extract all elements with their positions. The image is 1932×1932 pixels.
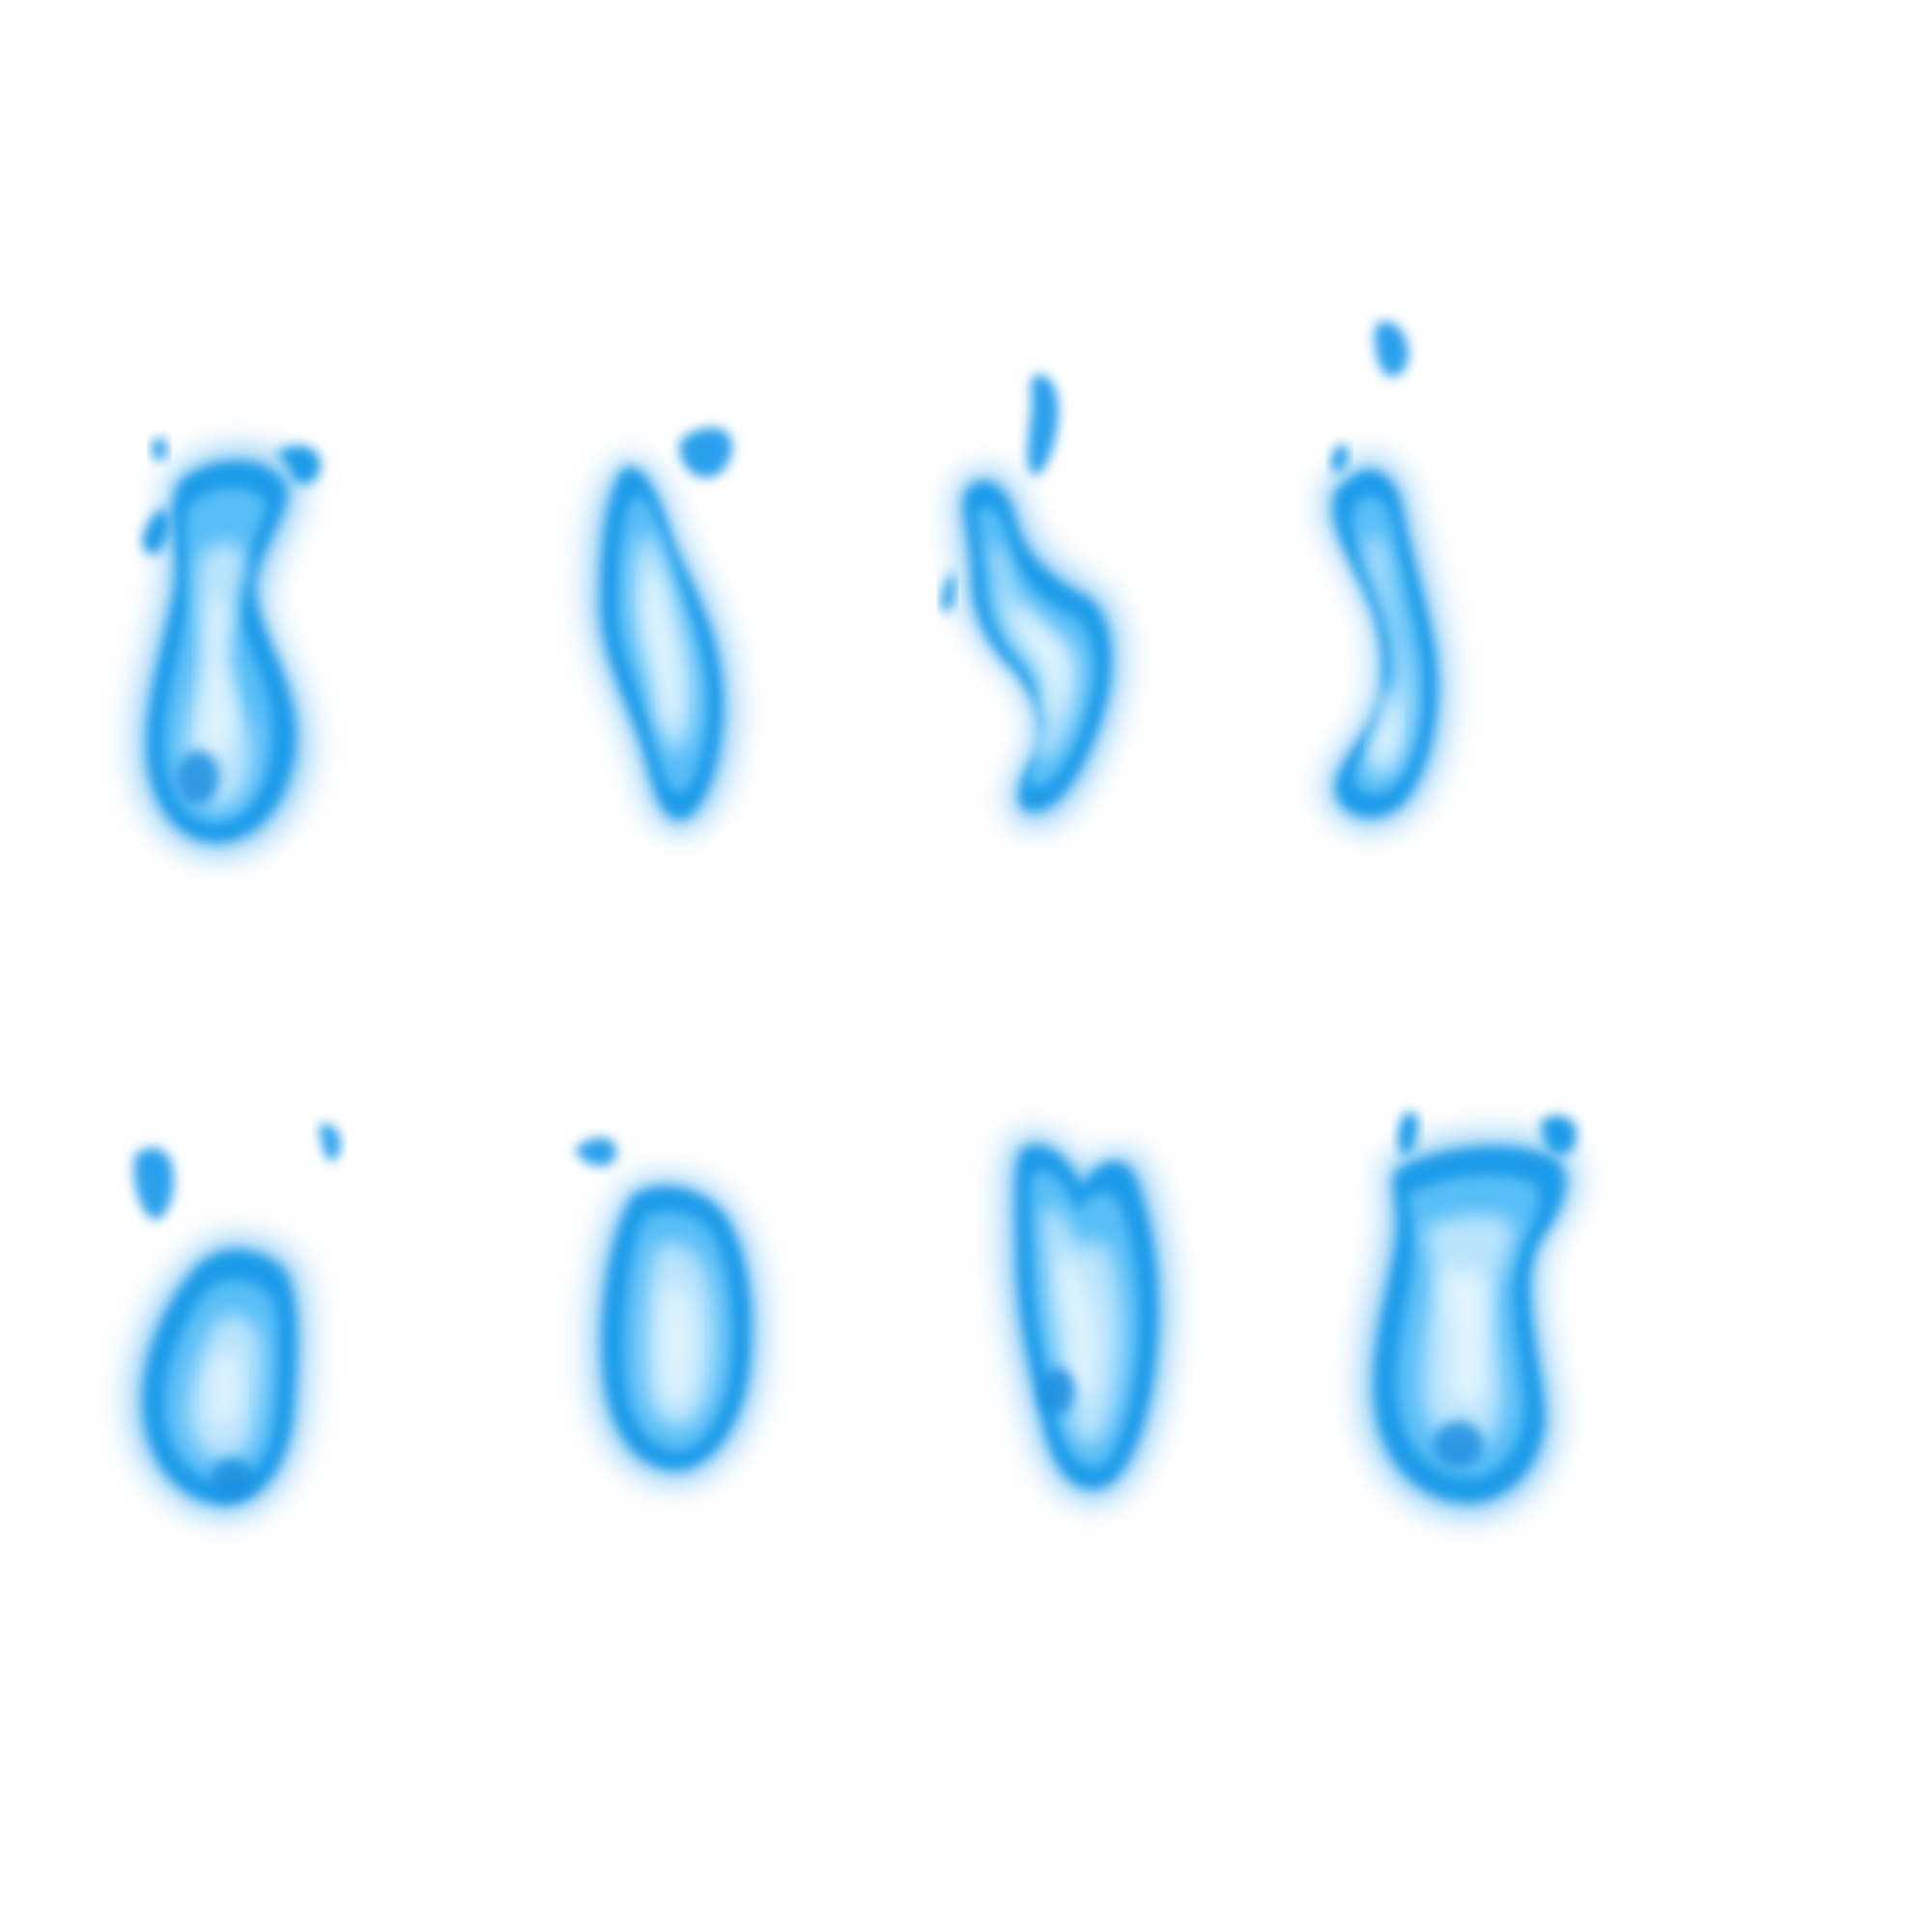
flame-frame-4	[1275, 321, 1662, 869]
flame-frame-5	[77, 1063, 464, 1565]
blue-flame-icon	[129, 1123, 341, 1517]
blue-flame-icon	[135, 438, 321, 856]
flame-frame-6	[502, 1072, 889, 1575]
blue-flame-icon	[589, 427, 735, 832]
blue-flame-icon	[1004, 1133, 1171, 1502]
flame-frame-3	[869, 374, 1256, 879]
blue-flame-icon	[1323, 321, 1448, 830]
flame-frame-8	[1314, 1063, 1700, 1565]
blue-flame-icon	[941, 374, 1122, 827]
blue-flame-icon	[575, 1137, 762, 1484]
flame-frame-7	[927, 1082, 1314, 1584]
blue-flame-icon	[1361, 1112, 1577, 1517]
flame-frame-2	[483, 406, 869, 908]
flame-frame-1	[68, 406, 454, 908]
